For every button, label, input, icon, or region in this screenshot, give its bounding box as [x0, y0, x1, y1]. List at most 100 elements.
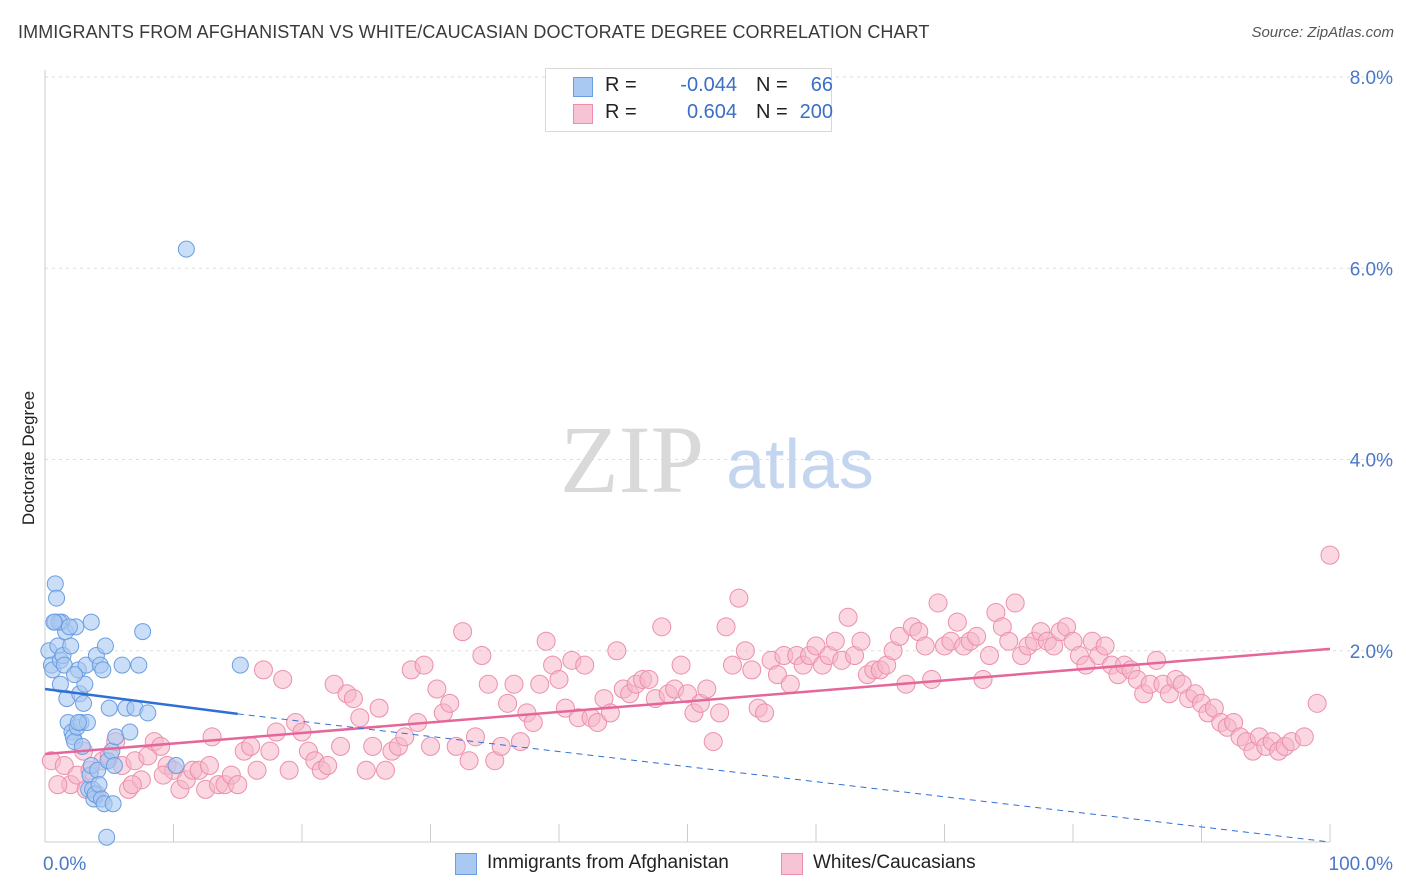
- data-point-whites: [1320, 545, 1340, 565]
- y-tick-label: 8.0%: [1350, 68, 1393, 89]
- data-point-whites: [890, 626, 910, 646]
- legend-swatch-blue: [573, 77, 593, 97]
- data-point-afghanistan: [121, 723, 139, 741]
- data-point-whites: [979, 646, 999, 666]
- watermark-zip: ZIP: [560, 406, 704, 513]
- trend-lines: [44, 647, 1331, 843]
- data-point-whites: [453, 622, 473, 642]
- data-point-whites: [247, 760, 267, 780]
- data-point-afghanistan: [69, 713, 87, 731]
- data-point-whites: [697, 679, 717, 699]
- data-point-whites: [331, 736, 351, 756]
- data-point-whites: [273, 669, 293, 689]
- data-point-afghanistan: [167, 757, 185, 774]
- data-point-whites: [1005, 593, 1025, 613]
- x-tick-label-min: 0.0%: [43, 854, 86, 875]
- data-point-whites: [48, 775, 68, 795]
- data-point-whites: [376, 760, 396, 780]
- data-point-afghanistan: [139, 704, 157, 722]
- data-point-whites: [767, 665, 787, 685]
- data-point-whites: [260, 741, 280, 761]
- data-point-whites: [465, 727, 485, 747]
- data-point-whites: [999, 631, 1019, 651]
- data-point-whites: [639, 669, 659, 689]
- data-point-afghanistan: [75, 694, 93, 712]
- series-whites-points: [41, 545, 1340, 804]
- data-point-afghanistan: [103, 742, 121, 760]
- data-point-whites: [151, 736, 171, 756]
- legend-n-label: N =: [756, 74, 788, 96]
- data-point-whites: [710, 703, 730, 723]
- data-point-whites: [1294, 727, 1314, 747]
- data-point-afghanistan: [66, 666, 84, 684]
- data-point-whites: [806, 636, 826, 656]
- data-point-whites: [825, 631, 845, 651]
- data-point-whites: [395, 727, 415, 747]
- data-point-afghanistan: [104, 795, 122, 813]
- data-point-whites: [652, 617, 672, 637]
- data-point-afghanistan: [177, 240, 195, 258]
- data-point-whites: [153, 765, 173, 785]
- data-point-afghanistan: [62, 637, 80, 655]
- tick-labels: 2.0% 4.0% 6.0% 8.0% 0.0% 100.0%: [43, 68, 1393, 875]
- data-point-whites: [491, 736, 511, 756]
- trend-line-whites: [44, 647, 1331, 756]
- data-point-whites: [671, 655, 691, 675]
- legend-n-value: 66: [810, 74, 833, 96]
- data-point-afghanistan: [96, 637, 114, 655]
- data-point-whites: [755, 703, 775, 723]
- data-point-whites: [363, 736, 383, 756]
- data-point-whites: [241, 736, 261, 756]
- data-point-whites: [266, 722, 286, 742]
- bottom-legend-label: Immigrants from Afghanistan: [487, 852, 729, 873]
- data-point-whites: [504, 674, 524, 694]
- watermark-atlas: atlas: [726, 425, 874, 503]
- legend-r-label: R =: [605, 74, 637, 96]
- grid-lines: [45, 76, 1392, 652]
- series-afghanistan-points: [40, 240, 249, 846]
- data-point-whites: [703, 732, 723, 752]
- chart-title: IMMIGRANTS FROM AFGHANISTAN VS WHITE/CAU…: [18, 22, 930, 42]
- data-point-afghanistan: [113, 656, 131, 674]
- data-point-whites: [780, 674, 800, 694]
- source-label: Source: ZipAtlas.com: [1251, 24, 1394, 41]
- data-point-whites: [446, 736, 466, 756]
- data-point-whites: [607, 641, 627, 661]
- data-point-whites: [459, 751, 479, 771]
- data-point-whites: [253, 660, 273, 680]
- data-point-afghanistan: [94, 661, 112, 679]
- bottom-legend-swatch-pink: [781, 853, 803, 875]
- trend-line-afghanistan: [44, 687, 238, 716]
- data-point-whites: [967, 626, 987, 646]
- data-point-whites: [549, 669, 569, 689]
- data-point-afghanistan: [90, 776, 108, 794]
- data-point-whites: [928, 593, 948, 613]
- data-point-whites: [851, 631, 871, 651]
- data-point-whites: [678, 684, 697, 704]
- legend-swatch-pink: [573, 104, 593, 124]
- data-point-whites: [947, 612, 967, 632]
- data-point-whites: [478, 674, 498, 694]
- x-tick-label-max: 100.0%: [1329, 854, 1394, 875]
- data-point-whites: [523, 712, 543, 732]
- data-point-afghanistan: [48, 589, 66, 607]
- data-point-afghanistan: [130, 656, 148, 674]
- data-point-whites: [421, 736, 440, 756]
- data-point-whites: [530, 674, 550, 694]
- data-point-whites: [54, 756, 74, 775]
- data-point-whites: [922, 669, 942, 689]
- legend-n-label: N =: [756, 101, 788, 123]
- data-point-whites: [318, 756, 338, 775]
- data-point-whites: [1147, 650, 1167, 670]
- data-point-whites: [279, 760, 299, 780]
- data-point-whites: [536, 631, 556, 651]
- data-point-whites: [440, 693, 460, 713]
- y-tick-label: 2.0%: [1350, 642, 1393, 663]
- bottom-legend-swatch-blue: [455, 853, 477, 875]
- data-point-whites: [973, 669, 993, 689]
- data-point-whites: [575, 655, 595, 675]
- data-point-whites: [427, 679, 447, 699]
- legend-r-value: -0.044: [680, 74, 737, 96]
- y-axis-label: Doctorate Degree: [19, 391, 38, 525]
